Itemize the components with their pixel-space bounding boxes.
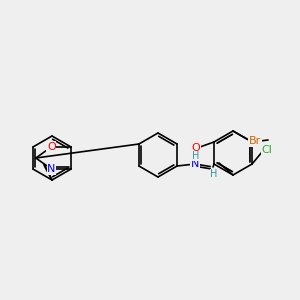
Text: N: N: [47, 164, 56, 174]
Text: O: O: [192, 143, 200, 153]
Text: O: O: [47, 142, 56, 152]
Text: H: H: [210, 169, 218, 179]
Text: Br: Br: [249, 136, 261, 146]
Text: Cl: Cl: [262, 145, 272, 155]
Text: H: H: [192, 151, 200, 161]
Text: N: N: [191, 159, 199, 169]
